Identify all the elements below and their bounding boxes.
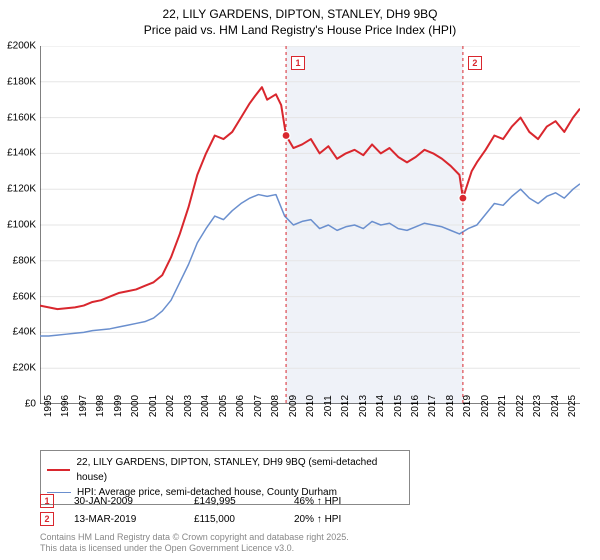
title-subtitle: Price paid vs. HM Land Registry's House …: [0, 22, 600, 38]
sale-date: 30-JAN-2009: [74, 496, 174, 507]
y-tick-label: £20K: [13, 363, 36, 374]
x-tick-label: 2008: [270, 395, 281, 417]
x-tick-label: 2023: [532, 395, 543, 417]
x-tick-label: 2000: [130, 395, 141, 417]
x-tick-label: 1998: [95, 395, 106, 417]
x-tick-label: 2017: [427, 395, 438, 417]
x-tick-label: 2014: [375, 395, 386, 417]
x-tick-label: 2012: [340, 395, 351, 417]
sales-table: 1 30-JAN-2009 £149,995 46% ↑ HPI 2 13-MAR-201…: [40, 492, 404, 528]
x-tick-label: 2016: [410, 395, 421, 417]
x-tick-label: 2003: [183, 395, 194, 417]
x-tick-label: 2011: [323, 395, 334, 417]
x-tick-label: 2005: [218, 395, 229, 417]
sale-price: £115,000: [194, 514, 274, 525]
x-tick-label: 2021: [497, 395, 508, 417]
x-tick-label: 2025: [567, 395, 578, 417]
x-tick-label: 2001: [148, 395, 159, 417]
sale-marker-icon: 1: [40, 494, 54, 508]
legend-swatch: [47, 469, 70, 471]
x-tick-label: 2020: [480, 395, 491, 417]
y-tick-label: £180K: [7, 76, 36, 87]
y-tick-label: £200K: [7, 41, 36, 52]
sale-diff: 20% ↑ HPI: [294, 514, 404, 525]
y-tick-label: £120K: [7, 184, 36, 195]
sale-row: 2 13-MAR-2019 £115,000 20% ↑ HPI: [40, 510, 404, 528]
sale-marker-box: 1: [291, 56, 305, 70]
y-tick-label: £80K: [13, 255, 36, 266]
y-tick-label: £100K: [7, 220, 36, 231]
footer-line1: Contains HM Land Registry data © Crown c…: [40, 532, 349, 543]
x-tick-label: 1996: [60, 395, 71, 417]
y-tick-label: £160K: [7, 112, 36, 123]
x-tick-label: 2019: [462, 395, 473, 417]
x-tick-label: 2004: [200, 395, 211, 417]
y-axis-labels: £0£20K£40K£60K£80K£100K£120K£140K£160K£1…: [0, 46, 38, 404]
x-tick-label: 1995: [43, 395, 54, 417]
chart-svg: [40, 46, 580, 404]
sale-price: £149,995: [194, 496, 274, 507]
title-block: 22, LILY GARDENS, DIPTON, STANLEY, DH9 9…: [0, 0, 600, 38]
legend-row: 22, LILY GARDENS, DIPTON, STANLEY, DH9 9…: [47, 455, 403, 485]
x-tick-label: 2002: [165, 395, 176, 417]
x-tick-label: 2009: [288, 395, 299, 417]
y-tick-label: £140K: [7, 148, 36, 159]
x-tick-label: 2006: [235, 395, 246, 417]
chart-container: 22, LILY GARDENS, DIPTON, STANLEY, DH9 9…: [0, 0, 600, 560]
x-tick-label: 2015: [393, 395, 404, 417]
sale-marker-icon: 2: [40, 512, 54, 526]
sale-marker-box: 2: [468, 56, 482, 70]
x-axis-labels: 1995199619971998199920002001200220032004…: [40, 404, 580, 446]
footer-line2: This data is licensed under the Open Gov…: [40, 543, 349, 554]
sale-row: 1 30-JAN-2009 £149,995 46% ↑ HPI: [40, 492, 404, 510]
chart-area: £0£20K£40K£60K£80K£100K£120K£140K£160K£1…: [40, 46, 580, 404]
y-tick-label: £60K: [13, 291, 36, 302]
legend-label: 22, LILY GARDENS, DIPTON, STANLEY, DH9 9…: [76, 455, 403, 485]
x-tick-label: 2022: [515, 395, 526, 417]
y-tick-label: £0: [25, 399, 36, 410]
footer-note: Contains HM Land Registry data © Crown c…: [40, 532, 349, 555]
y-tick-label: £40K: [13, 327, 36, 338]
x-tick-label: 1997: [78, 395, 89, 417]
x-tick-label: 2010: [305, 395, 316, 417]
x-tick-label: 2018: [445, 395, 456, 417]
title-address: 22, LILY GARDENS, DIPTON, STANLEY, DH9 9…: [0, 6, 600, 22]
x-tick-label: 2013: [358, 395, 369, 417]
sale-diff: 46% ↑ HPI: [294, 496, 404, 507]
sale-date: 13-MAR-2019: [74, 514, 174, 525]
x-tick-label: 2024: [550, 395, 561, 417]
x-tick-label: 1999: [113, 395, 124, 417]
x-tick-label: 2007: [253, 395, 264, 417]
